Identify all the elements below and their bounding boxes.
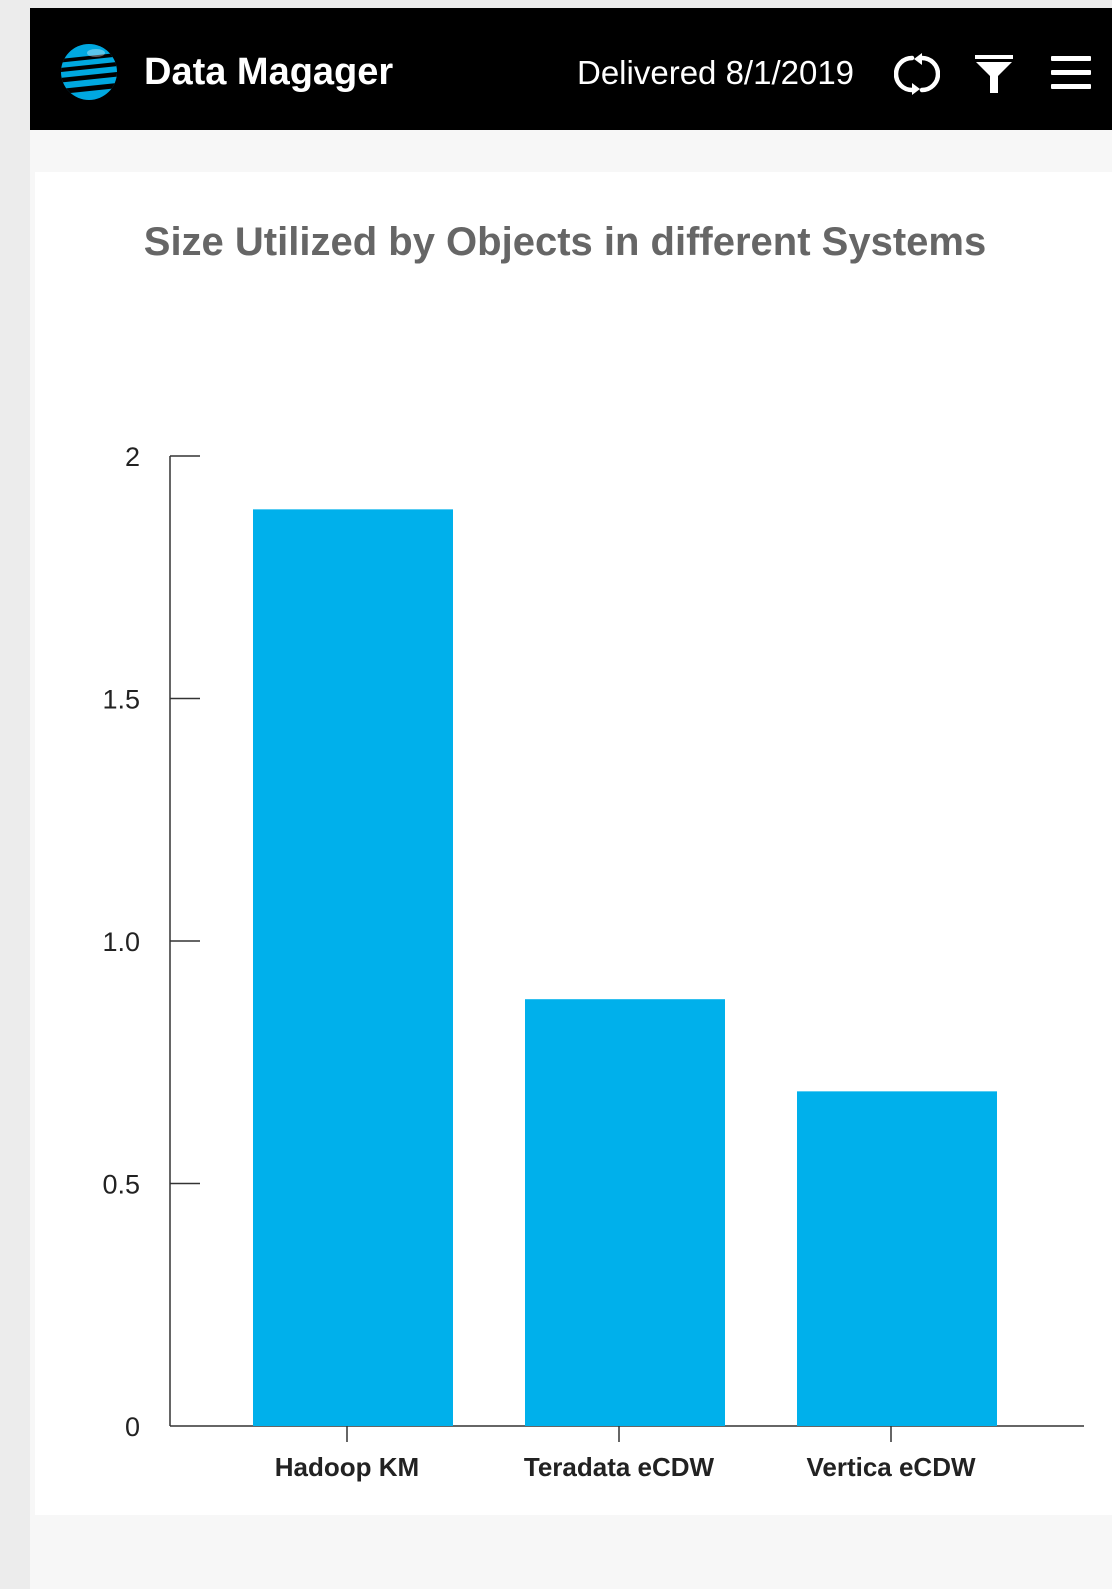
app-window: Data Magager Delivered 8/1/2019 — [30, 8, 1112, 1589]
y-tick-label: 1.0 — [102, 927, 140, 957]
filter-button[interactable] — [971, 51, 1017, 97]
bar[interactable] — [797, 1091, 997, 1426]
menu-button[interactable] — [1047, 51, 1093, 97]
app-header: Data Magager Delivered 8/1/2019 — [30, 8, 1112, 130]
filter-icon — [975, 55, 1013, 93]
app-title: Data Magager — [144, 51, 394, 93]
x-tick-label: Vertica eCDW — [806, 1452, 976, 1482]
x-tick-label: Hadoop KM — [275, 1452, 419, 1482]
bar[interactable] — [253, 509, 453, 1427]
delivered-date: Delivered 8/1/2019 — [577, 54, 855, 91]
globe-logo-icon — [61, 44, 117, 100]
x-tick-label: Teradata eCDW — [524, 1452, 715, 1482]
chart-card: Size Utilized by Objects in different Sy… — [35, 172, 1112, 1515]
y-tick-label: 1.5 — [102, 685, 140, 715]
bar[interactable] — [525, 999, 725, 1426]
y-tick-label: 2 — [125, 442, 140, 472]
hamburger-menu-icon — [1051, 56, 1091, 89]
chart-title: Size Utilized by Objects in different Sy… — [143, 220, 987, 264]
refresh-button[interactable] — [893, 51, 941, 97]
bar-chart: 0 0.5 1.0 1.5 2 Hadoop KM Teradata eCDW Vertica… — [102, 442, 1084, 1482]
y-tick-label: 0 — [125, 1412, 140, 1442]
y-tick-label: 0.5 — [102, 1170, 140, 1200]
refresh-icon — [893, 53, 941, 95]
